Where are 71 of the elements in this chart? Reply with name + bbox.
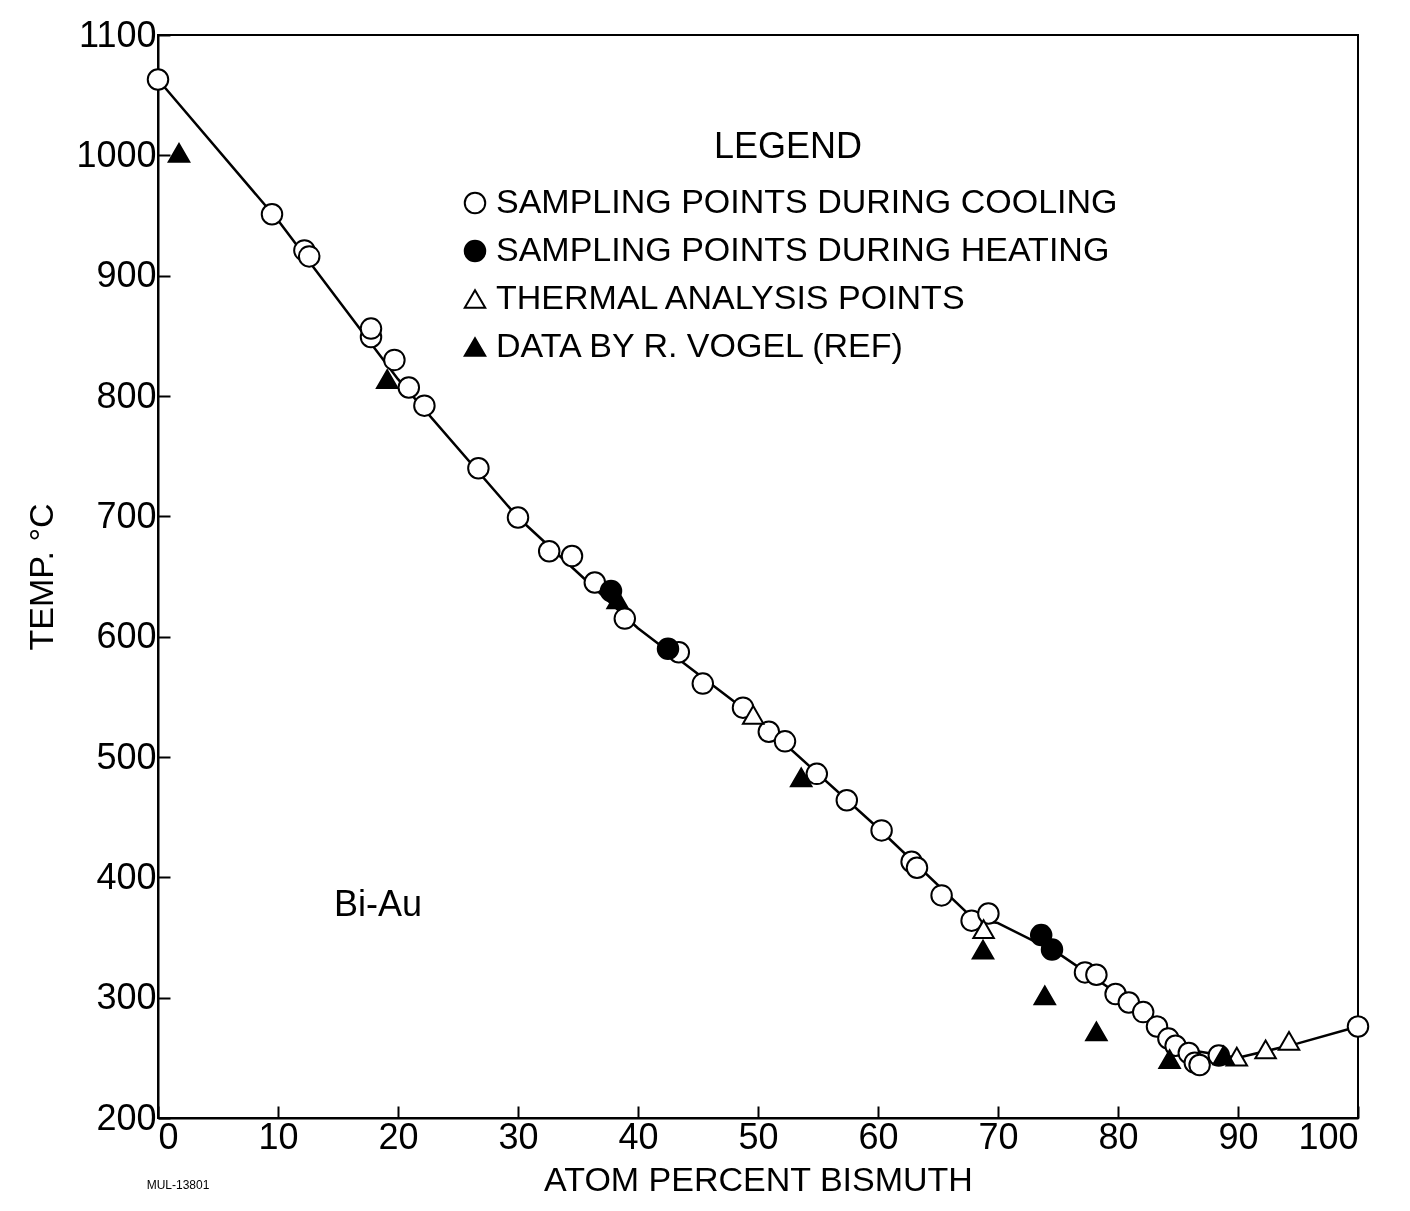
x-tick-label: 40 xyxy=(618,1115,659,1157)
point xyxy=(260,203,284,226)
point xyxy=(359,317,383,340)
legend-label: SAMPLING POINTS DURING COOLING xyxy=(496,182,1118,220)
x-tick-label: 10 xyxy=(258,1115,299,1157)
text: MUL-13801 xyxy=(146,1178,210,1192)
point xyxy=(691,672,715,695)
y-tick-label: 1000 xyxy=(76,133,157,175)
point xyxy=(467,456,490,480)
point xyxy=(972,919,995,939)
y-tick-label: 300 xyxy=(96,976,157,1018)
y-tick-label: 400 xyxy=(96,855,157,897)
y-tick-label: 700 xyxy=(96,494,157,536)
point xyxy=(1188,1053,1211,1077)
point xyxy=(1158,1049,1181,1069)
point xyxy=(789,767,813,788)
point xyxy=(773,730,797,753)
y-tick-label: 500 xyxy=(96,735,157,777)
point xyxy=(167,143,191,163)
point xyxy=(506,506,530,529)
point xyxy=(1029,923,1053,947)
point xyxy=(1085,963,1108,987)
x-tick-label: 0 xyxy=(158,1115,179,1157)
y-tick-label: 600 xyxy=(96,615,157,657)
point xyxy=(1212,1045,1235,1066)
annotation: Bi-Au xyxy=(333,883,423,924)
x-tick-label: 60 xyxy=(858,1115,899,1157)
y-tick-label: 200 xyxy=(96,1096,157,1138)
point xyxy=(971,939,995,960)
y-tick-label: 800 xyxy=(96,374,157,416)
point xyxy=(905,856,929,879)
point xyxy=(397,376,421,399)
legend-label: SAMPLING POINTS DURING HEATING xyxy=(496,230,1110,268)
point xyxy=(146,68,170,91)
point xyxy=(537,540,561,563)
point xyxy=(835,789,859,812)
y-axis-title: TEMP. °C xyxy=(22,503,61,651)
y-tick-label: 900 xyxy=(96,254,157,296)
y-tick-label: 1100 xyxy=(79,13,157,55)
point xyxy=(977,902,1000,925)
x-tick-label: 100 xyxy=(1298,1115,1359,1157)
point xyxy=(375,369,399,390)
x-tick-label: 20 xyxy=(378,1115,419,1157)
point xyxy=(413,394,436,417)
point xyxy=(1346,1015,1370,1038)
x-tick-label: 50 xyxy=(738,1115,779,1157)
point xyxy=(1033,985,1057,1006)
legend-label: THERMAL ANALYSIS POINTS xyxy=(496,278,965,316)
point xyxy=(613,607,637,630)
point xyxy=(930,884,953,907)
point xyxy=(656,637,680,660)
x-tick-label: 80 xyxy=(1098,1115,1139,1157)
point xyxy=(1085,1021,1108,1042)
point xyxy=(560,544,584,568)
point xyxy=(741,705,765,725)
point xyxy=(805,762,829,786)
point xyxy=(870,819,893,842)
x-tick-label: 90 xyxy=(1218,1115,1259,1157)
x-tick-label: 70 xyxy=(978,1115,1019,1157)
point xyxy=(757,720,781,743)
point xyxy=(1277,1031,1301,1051)
point xyxy=(383,348,406,372)
x-tick-label: 30 xyxy=(498,1115,539,1157)
legend-label: DATA BY R. VOGEL (REF) xyxy=(496,326,903,364)
x-axis-title: ATOM PERCENT BISMUTH xyxy=(544,1159,973,1198)
point xyxy=(1131,1000,1155,1024)
legend-title: LEGEND xyxy=(713,125,863,166)
point xyxy=(297,245,321,268)
point xyxy=(1254,1039,1277,1060)
point xyxy=(583,571,607,594)
point xyxy=(1040,938,1064,961)
